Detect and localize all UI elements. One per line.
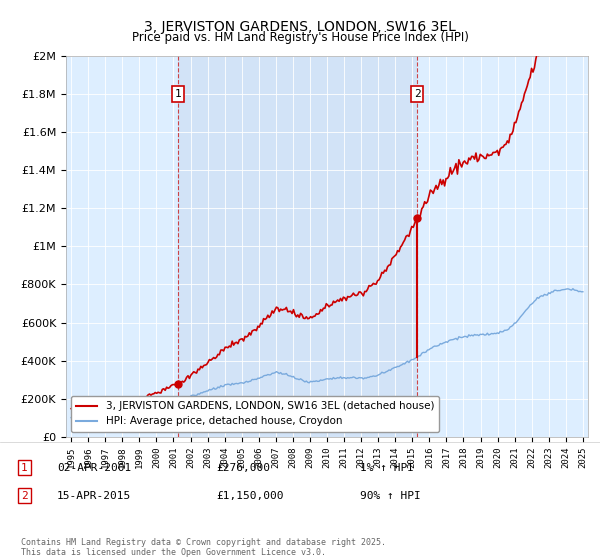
Bar — [178, 56, 417, 437]
Text: 1: 1 — [175, 89, 181, 99]
Text: 1% ↑ HPI: 1% ↑ HPI — [360, 463, 414, 473]
Text: 15-APR-2015: 15-APR-2015 — [57, 491, 131, 501]
Text: 90% ↑ HPI: 90% ↑ HPI — [360, 491, 421, 501]
Text: 2: 2 — [414, 89, 421, 99]
Text: 1: 1 — [21, 463, 28, 473]
Text: 02-APR-2001: 02-APR-2001 — [57, 463, 131, 473]
Legend: 3, JERVISTON GARDENS, LONDON, SW16 3EL (detached house), HPI: Average price, det: 3, JERVISTON GARDENS, LONDON, SW16 3EL (… — [71, 396, 439, 432]
Text: 3, JERVISTON GARDENS, LONDON, SW16 3EL: 3, JERVISTON GARDENS, LONDON, SW16 3EL — [144, 20, 456, 34]
Text: Price paid vs. HM Land Registry's House Price Index (HPI): Price paid vs. HM Land Registry's House … — [131, 31, 469, 44]
Text: 2: 2 — [21, 491, 28, 501]
Text: £276,000: £276,000 — [216, 463, 270, 473]
Text: £1,150,000: £1,150,000 — [216, 491, 284, 501]
Text: Contains HM Land Registry data © Crown copyright and database right 2025.
This d: Contains HM Land Registry data © Crown c… — [21, 538, 386, 557]
